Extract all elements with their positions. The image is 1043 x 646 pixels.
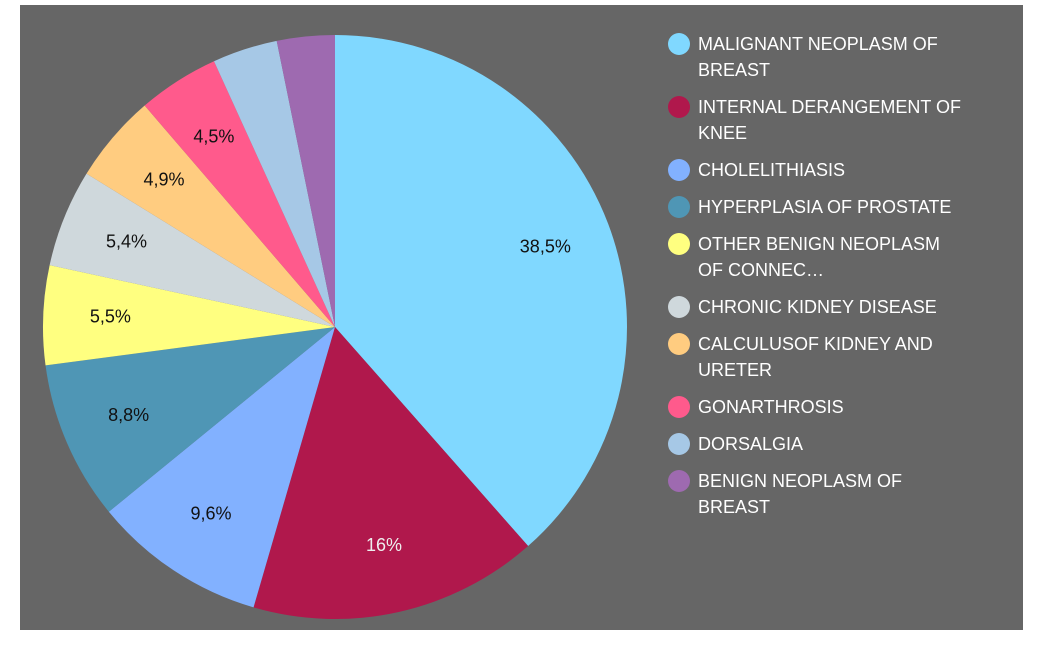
legend-item: GONARTHROSIS (668, 394, 968, 420)
legend-swatch (668, 96, 690, 118)
pie-slice (253, 327, 529, 619)
legend-label: CHOLELITHIASIS (698, 160, 846, 180)
legend-item: CHRONIC KIDNEY DISEASE (668, 294, 968, 320)
pie-slice (144, 61, 335, 328)
legend-swatch (668, 296, 690, 318)
pie-slice (86, 105, 335, 327)
slice-label: 5,5% (90, 307, 131, 327)
legend-label: OTHER BENIGN NEOPLASM OF CONNEC… (698, 234, 941, 280)
pie-slice (276, 35, 335, 327)
legend: MALIGNANT NEOPLASM OF BREAST INTERNAL DER… (668, 31, 968, 531)
legend-swatch (668, 333, 690, 355)
legend-item: MALIGNANT NEOPLASM OF BREAST (668, 31, 968, 83)
legend-item: HYPERPLASIA OF PROSTATE (668, 194, 968, 220)
legend-label: GONARTHROSIS (698, 397, 844, 417)
legend-swatch (668, 470, 690, 492)
pie-slice (214, 40, 335, 327)
legend-swatch (668, 396, 690, 418)
pie-slice (108, 327, 335, 608)
legend-label: DORSALGIA (698, 434, 804, 454)
legend-label: HYPERPLASIA OF PROSTATE (698, 197, 952, 217)
legend-label: CALCULUSOF KIDNEY AND URETER (698, 334, 933, 380)
pie-slice (45, 327, 335, 512)
legend-item: CHOLELITHIASIS (668, 157, 968, 183)
legend-swatch (668, 233, 690, 255)
legend-swatch (668, 196, 690, 218)
pie-slice (335, 35, 627, 547)
legend-swatch (668, 159, 690, 181)
legend-item: INTERNAL DERANGEMENT OF KNEE (668, 94, 968, 146)
slice-label: 4,9% (144, 170, 185, 190)
legend-item: BENIGN NEOPLASM OF BREAST (668, 468, 968, 520)
legend-label: BENIGN NEOPLASM OF BREAST (698, 471, 903, 517)
legend-label: MALIGNANT NEOPLASM OF BREAST (698, 34, 938, 80)
legend-item: OTHER BENIGN NEOPLASM OF CONNEC… (668, 231, 968, 283)
legend-swatch (668, 33, 690, 55)
pie-slice (49, 173, 336, 327)
slice-label: 4,5% (193, 126, 234, 146)
legend-swatch (668, 433, 690, 455)
legend-item: DORSALGIA (668, 431, 968, 457)
slice-label: 8,8% (108, 405, 149, 425)
slice-label: 5,4% (106, 232, 147, 252)
slice-label: 38,5% (520, 236, 571, 256)
legend-item: CALCULUSOF KIDNEY AND URETER (668, 331, 968, 383)
slice-label: 9,6% (190, 503, 231, 523)
legend-label: INTERNAL DERANGEMENT OF KNEE (698, 97, 962, 143)
slice-label: 16% (366, 535, 402, 555)
pie-slice (43, 265, 336, 366)
legend-label: CHRONIC KIDNEY DISEASE (698, 297, 937, 317)
